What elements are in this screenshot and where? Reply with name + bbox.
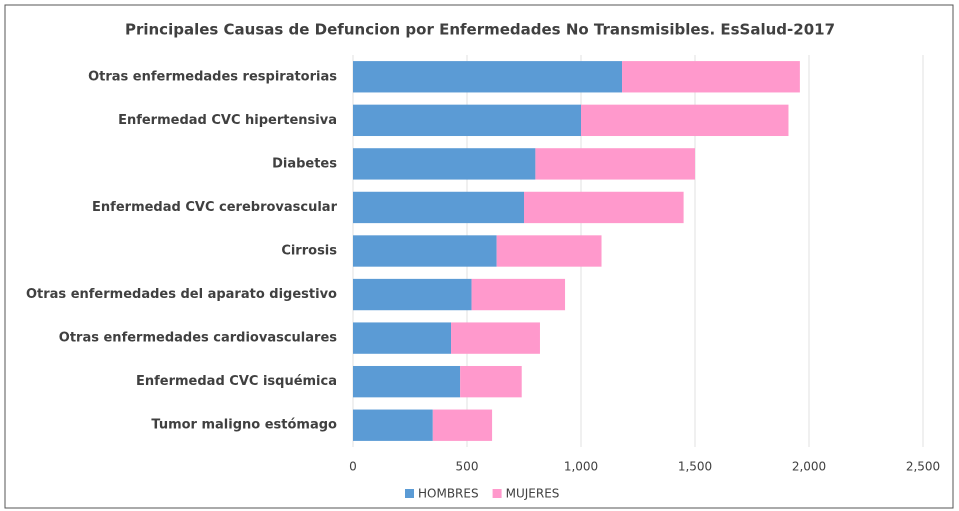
legend-label: MUJERES (506, 487, 560, 501)
bar (622, 61, 800, 93)
x-tick-label: 0 (349, 460, 357, 474)
bar (471, 278, 566, 311)
x-tick-label: 2,000 (792, 460, 826, 474)
x-tick-label: 500 (456, 460, 479, 474)
bar (524, 191, 684, 224)
bar (451, 322, 540, 354)
legend-swatch (405, 489, 414, 498)
bar (460, 365, 522, 398)
y-tick-label: Otras enfermedades cardiovasculares (59, 331, 337, 346)
y-tick-label: Otras enfermedades respiratorias (88, 69, 337, 84)
y-tick-label: Enfermedad CVC cerebrovascular (92, 200, 338, 215)
bar (353, 409, 433, 441)
y-tick-label: Tumor maligno estómago (151, 418, 337, 433)
y-tick-label: Enfermedad CVC isquémica (136, 374, 337, 389)
bar (432, 409, 493, 441)
bar (353, 322, 452, 354)
chart-title: Principales Causas de Defuncion por Enfe… (125, 21, 835, 39)
y-tick-label: Enfermedad CVC hipertensiva (118, 113, 337, 128)
x-tick-label: 1,000 (564, 460, 598, 474)
bar (353, 191, 524, 224)
bar (353, 278, 472, 311)
legend-swatch (492, 489, 502, 498)
bar (353, 365, 461, 398)
x-tick-label: 1,500 (678, 460, 712, 474)
bar (353, 148, 536, 180)
bar (535, 148, 695, 180)
y-tick-label: Diabetes (272, 156, 337, 171)
legend-label: HOMBRES (418, 487, 479, 501)
y-tick-label: Cirrosis (281, 244, 337, 259)
x-tick-label: 2,500 (906, 460, 940, 474)
bar (496, 235, 602, 267)
bar (581, 104, 789, 137)
y-tick-label: Otras enfermedades del aparato digestivo (26, 287, 337, 302)
bar (353, 235, 497, 267)
bar (353, 61, 623, 93)
bar (353, 104, 581, 137)
